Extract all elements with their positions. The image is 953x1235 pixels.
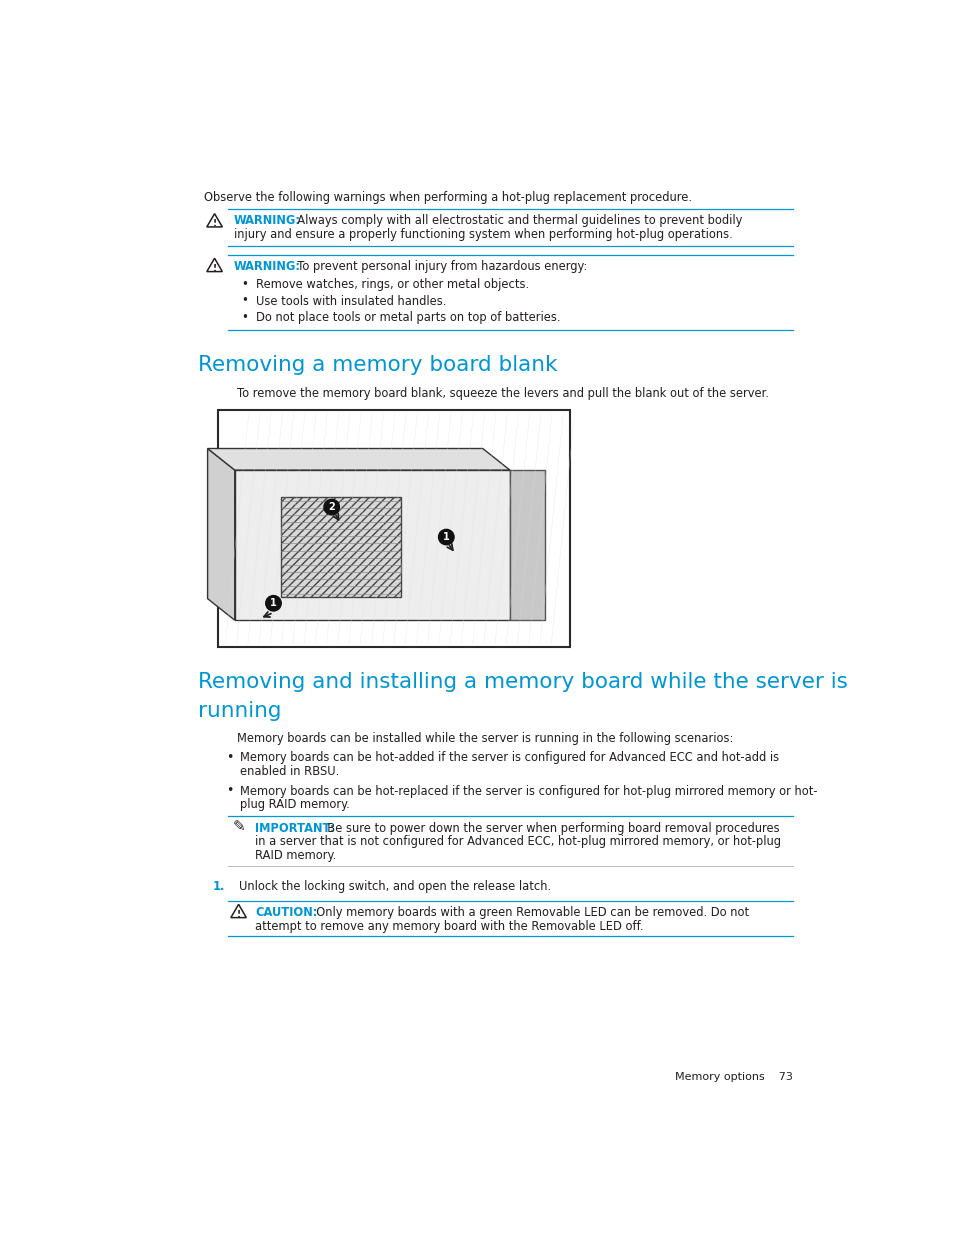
Text: •: • bbox=[241, 294, 249, 308]
Text: plug RAID memory.: plug RAID memory. bbox=[240, 798, 350, 811]
Bar bbox=[509, 471, 544, 620]
Text: Unlock the locking switch, and open the release latch.: Unlock the locking switch, and open the … bbox=[238, 879, 550, 893]
Polygon shape bbox=[208, 448, 234, 620]
Circle shape bbox=[324, 499, 339, 515]
Text: !: ! bbox=[213, 219, 216, 228]
Text: Do not place tools or metal parts on top of batteries.: Do not place tools or metal parts on top… bbox=[255, 311, 559, 325]
Text: Memory boards can be hot-replaced if the server is configured for hot-plug mirro: Memory boards can be hot-replaced if the… bbox=[240, 784, 817, 798]
Text: RAID memory.: RAID memory. bbox=[254, 848, 335, 862]
Text: Memory options    73: Memory options 73 bbox=[674, 1072, 792, 1082]
Text: Always comply with all electrostatic and thermal guidelines to prevent bodily: Always comply with all electrostatic and… bbox=[290, 214, 741, 227]
Text: Removing and installing a memory board while the server is: Removing and installing a memory board w… bbox=[198, 672, 847, 692]
Text: 1: 1 bbox=[270, 598, 276, 609]
Text: 1: 1 bbox=[442, 532, 449, 542]
Text: IMPORTANT:: IMPORTANT: bbox=[254, 821, 334, 835]
Text: attempt to remove any memory board with the Removable LED off.: attempt to remove any memory board with … bbox=[254, 920, 642, 932]
Text: !: ! bbox=[236, 910, 240, 919]
Circle shape bbox=[266, 595, 281, 611]
Text: ✎: ✎ bbox=[232, 820, 245, 835]
Text: Only memory boards with a green Removable LED can be removed. Do not: Only memory boards with a green Removabl… bbox=[309, 906, 748, 919]
Polygon shape bbox=[208, 448, 509, 471]
Text: •: • bbox=[241, 278, 249, 290]
Text: enabled in RBSU.: enabled in RBSU. bbox=[240, 764, 339, 778]
Text: WARNING:: WARNING: bbox=[233, 214, 300, 227]
Text: Removing a memory board blank: Removing a memory board blank bbox=[198, 354, 558, 375]
Text: running: running bbox=[198, 701, 281, 721]
Text: •: • bbox=[241, 311, 249, 324]
Circle shape bbox=[438, 530, 454, 545]
Bar bbox=[281, 496, 401, 597]
Text: Remove watches, rings, or other metal objects.: Remove watches, rings, or other metal ob… bbox=[255, 278, 528, 291]
Text: To prevent personal injury from hazardous energy:: To prevent personal injury from hazardou… bbox=[290, 261, 586, 273]
Bar bbox=[234, 471, 509, 620]
Text: Be sure to power down the server when performing board removal procedures: Be sure to power down the server when pe… bbox=[319, 821, 779, 835]
Text: •: • bbox=[226, 751, 233, 763]
Text: 2: 2 bbox=[328, 501, 335, 513]
Text: Memory boards can be hot-added if the server is configured for Advanced ECC and : Memory boards can be hot-added if the se… bbox=[240, 751, 779, 764]
Text: WARNING:: WARNING: bbox=[233, 261, 300, 273]
Text: in a server that is not configured for Advanced ECC, hot-plug mirrored memory, o: in a server that is not configured for A… bbox=[254, 835, 781, 848]
Text: !: ! bbox=[213, 263, 216, 273]
Text: To remove the memory board blank, squeeze the levers and pull the blank out of t: To remove the memory board blank, squeez… bbox=[236, 388, 768, 400]
Text: injury and ensure a properly functioning system when performing hot-plug operati: injury and ensure a properly functioning… bbox=[233, 227, 732, 241]
Text: Use tools with insulated handles.: Use tools with insulated handles. bbox=[255, 295, 446, 308]
Bar bbox=[217, 410, 570, 647]
Text: •: • bbox=[226, 784, 233, 797]
Text: 1.: 1. bbox=[212, 879, 224, 893]
Text: CAUTION:: CAUTION: bbox=[254, 906, 317, 919]
Text: Observe the following warnings when performing a hot-plug replacement procedure.: Observe the following warnings when perf… bbox=[204, 190, 692, 204]
Text: Memory boards can be installed while the server is running in the following scen: Memory boards can be installed while the… bbox=[236, 732, 733, 745]
